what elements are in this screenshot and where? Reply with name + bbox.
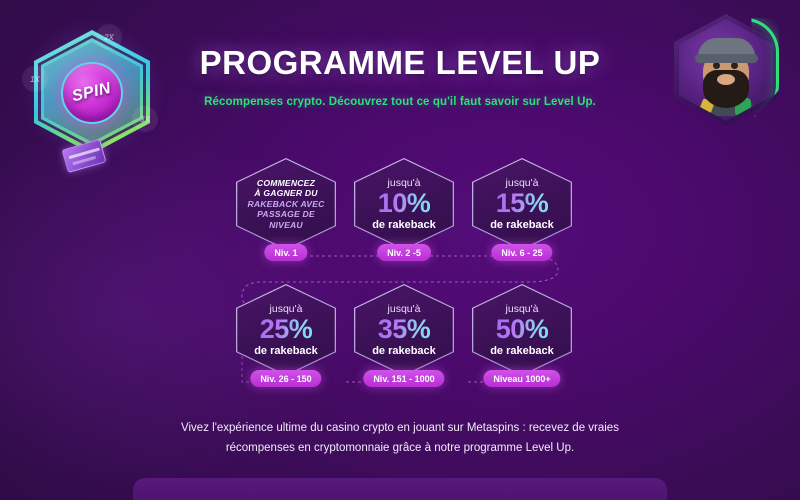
level-row-1: COMMENCEZ À GAGNER DU RAKEBACK AVEC PASS… [236,158,572,268]
level-card-content: jusqu'à 50% de rakeback [473,285,571,375]
footer-description: Vivez l'expérience ultime du casino cryp… [0,418,800,458]
bottom-panel [133,478,667,500]
intro-line-2: À GAGNER DU [254,188,318,199]
level-badge: Niv. 6 - 25 [491,244,553,261]
avatar[interactable] [674,14,779,126]
rate-label-bottom: de rakeback [372,344,436,357]
level-badge: Niv. 151 - 1000 [363,370,445,387]
rate-percent: 50% [495,314,549,345]
level-badge: Niv. 26 - 150 [250,370,322,387]
level-card-10[interactable]: jusqu'à 10% de rakeback Niv. 2 -5 [354,158,454,268]
intro-line-1: COMMENCEZ [256,177,316,188]
level-card-content: jusqu'à 25% de rakeback [237,285,335,375]
level-card-25[interactable]: jusqu'à 25% de rakeback Niv. 26 - 150 [236,284,336,394]
level-card-50[interactable]: jusqu'à 50% de rakeback Niveau 1000+ [472,284,572,394]
level-card-content: COMMENCEZ À GAGNER DU RAKEBACK AVEC PASS… [237,159,335,249]
level-card-intro[interactable]: COMMENCEZ À GAGNER DU RAKEBACK AVEC PASS… [236,158,336,268]
spin-button-label: SPIN [70,79,113,106]
multiplier-2x: 2X [96,24,122,50]
multiplier-3x: 3X [132,106,158,132]
rate-percent: 35% [377,314,431,345]
rate-percent: 25% [259,314,313,345]
footer-line-2: récompenses en cryptomonnaie grâce à not… [225,442,575,455]
rate-percent: 15% [495,188,549,219]
level-card-content: jusqu'à 15% de rakeback [473,159,571,249]
page-title: PROGRAMME LEVEL UP [199,44,601,81]
level-card-hex: jusqu'à 50% de rakeback [472,284,572,376]
rate-label-top: jusqu'à [387,303,421,316]
rate-percent: 10% [377,188,431,219]
level-row-2: jusqu'à 25% de rakeback Niv. 26 - 150 ju… [236,284,572,394]
level-card-15[interactable]: jusqu'à 15% de rakeback Niv. 6 - 25 [472,158,572,268]
rate-label-bottom: de rakeback [490,344,554,357]
level-card-hex: jusqu'à 10% de rakeback [354,158,454,250]
rate-label-top: jusqu'à [269,303,303,316]
level-grid: COMMENCEZ À GAGNER DU RAKEBACK AVEC PASS… [236,158,572,394]
intro-line-3: RAKEBACK AVEC [247,198,325,209]
rate-label-top: jusqu'à [387,177,421,190]
rate-label-top: jusqu'à [505,303,539,316]
level-card-hex: COMMENCEZ À GAGNER DU RAKEBACK AVEC PASS… [236,158,336,250]
page-header: PROGRAMME LEVEL UP Récompenses crypto. D… [0,44,800,108]
spin-wheel-widget[interactable]: SPIN 1X 2X 3X [8,6,176,174]
level-badge: Niv. 2 -5 [377,244,431,261]
level-card-hex: jusqu'à 25% de rakeback [236,284,336,376]
intro-line-5: NIVEAU [269,219,303,230]
level-badge: Niv. 1 [264,244,308,261]
rate-label-bottom: de rakeback [254,344,318,357]
footer-line-1: Vivez l'expérience ultime du casino cryp… [181,422,619,434]
rate-label-bottom: de rakeback [490,218,554,231]
intro-line-4: PASSAGE DE [257,209,315,220]
level-card-hex: jusqu'à 15% de rakeback [472,158,572,250]
level-card-content: jusqu'à 35% de rakeback [355,285,453,375]
avatar-face-icon [693,34,759,117]
level-badge: Niveau 1000+ [483,370,561,387]
level-card-35[interactable]: jusqu'à 35% de rakeback Niv. 151 - 1000 [354,284,454,394]
level-card-content: jusqu'à 10% de rakeback [355,159,453,249]
rate-label-bottom: de rakeback [372,218,436,231]
level-card-hex: jusqu'à 35% de rakeback [354,284,454,376]
rate-label-top: jusqu'à [505,177,539,190]
spin-button[interactable]: SPIN [61,62,123,124]
page-subtitle: Récompenses crypto. Découvrez tout ce qu… [204,96,596,108]
multiplier-1x: 1X [22,66,48,92]
